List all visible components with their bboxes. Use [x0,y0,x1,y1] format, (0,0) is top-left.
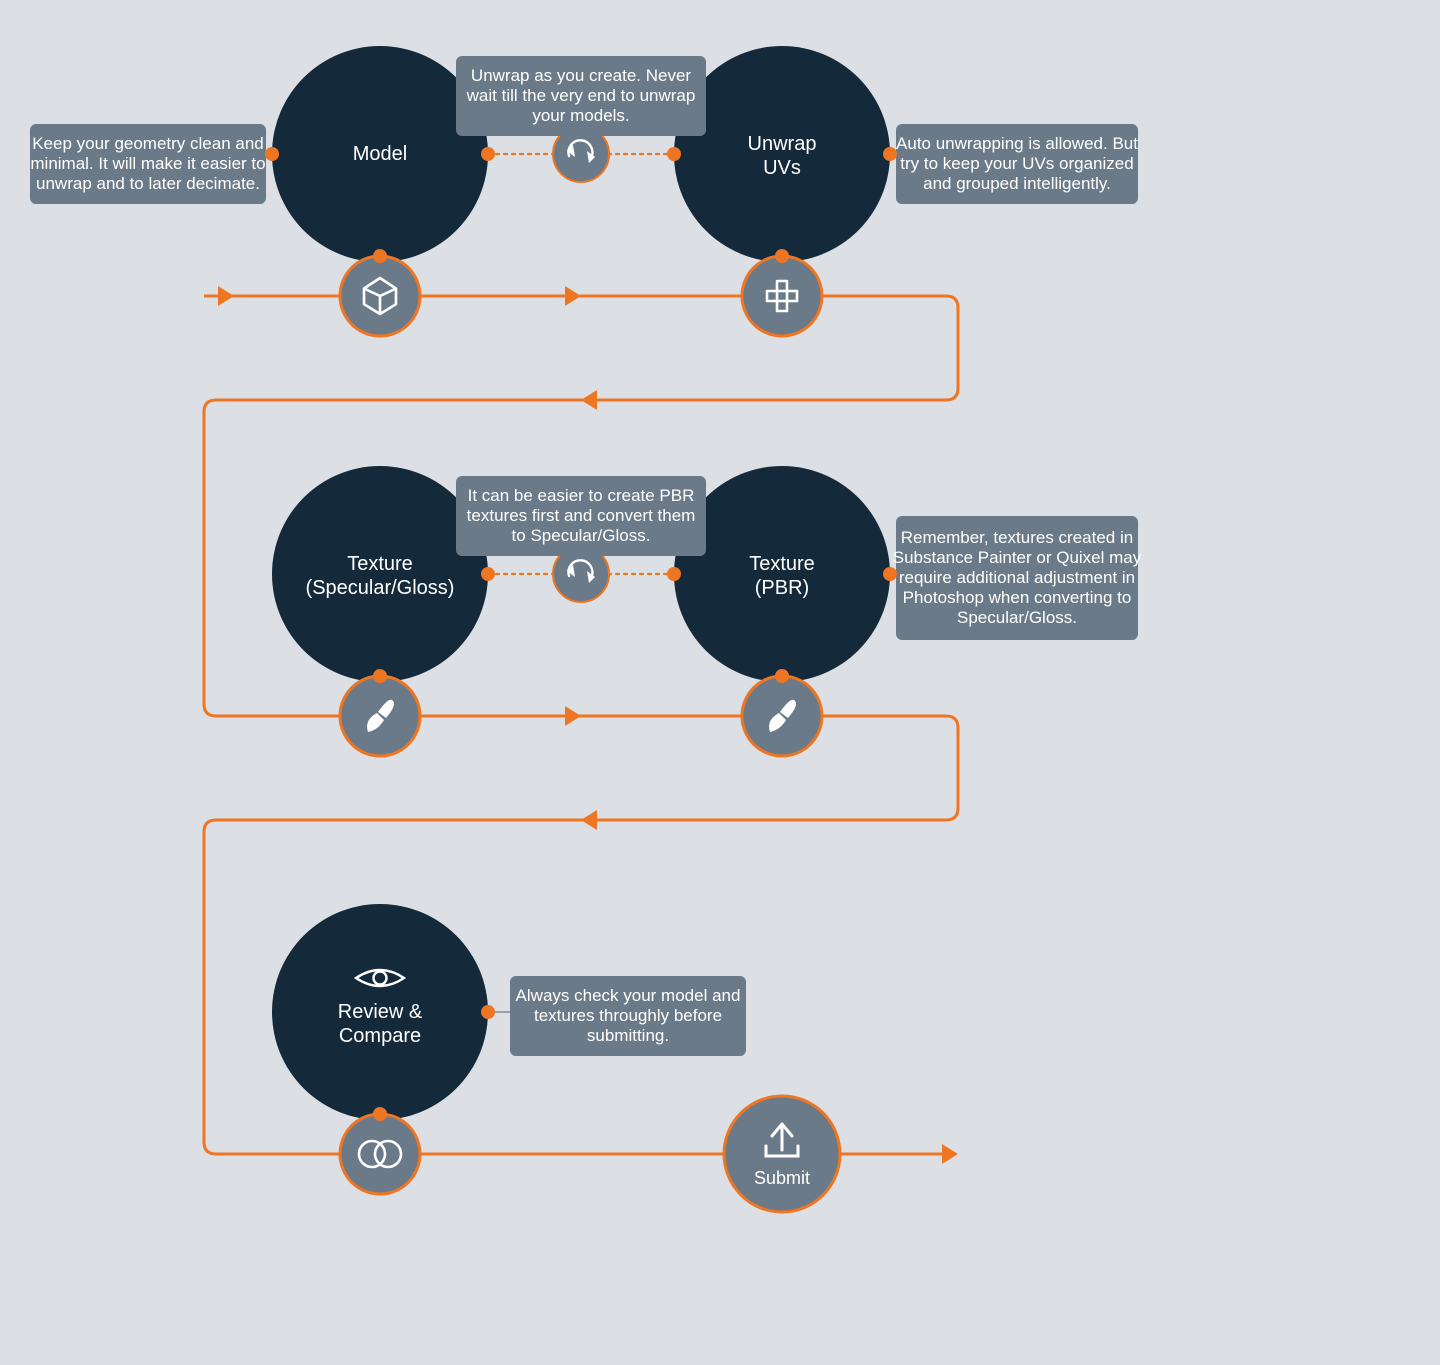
flow-arrowhead [218,286,234,306]
flow-arrowhead [942,1144,958,1164]
tooltip-pbr_tip-line: Remember, textures created in [901,528,1133,547]
node-review-label: Review & [338,1001,423,1023]
tooltip-review_tip-line: textures throughly before [534,1006,722,1025]
tooltip-pbr_tip-line: Photoshop when converting to [903,588,1132,607]
connector-dot [667,567,681,581]
tooltip-unwrap_tip-line: try to keep your UVs organized [900,154,1133,173]
connector-dot [883,147,897,161]
connector-dot [481,1005,495,1019]
node-tex_spec-label: Texture [347,553,413,575]
tooltip-model_tip-line: minimal. It will make it easier to [30,154,265,173]
node-review-label: Compare [339,1025,421,1047]
tooltip-pbr_tip-line: Substance Painter or Quixel may [893,548,1142,567]
node-unwrap-label: UVs [763,157,801,179]
tooltip-row1_top-line: your models. [532,106,629,125]
flow-arrowhead [581,810,597,830]
submit-label: Submit [754,1168,810,1188]
submit-badge: Submit [724,1096,840,1212]
tooltip-model_tip-line: unwrap and to later decimate. [36,174,260,193]
node-tex_spec: Texture(Specular/Gloss) [272,466,488,682]
tooltip-pbr_tip-line: Specular/Gloss. [957,608,1077,627]
tooltip-review_tip: Always check your model andtextures thro… [510,976,746,1056]
node-tex_spec-label: (Specular/Gloss) [306,577,455,599]
connector-dot [265,147,279,161]
connector-dot [883,567,897,581]
tooltip-review_tip-line: submitting. [587,1026,669,1045]
node-model-label: Model [353,143,407,165]
tooltip-unwrap_tip: Auto unwrapping is allowed. Buttry to ke… [896,124,1138,204]
tooltip-pbr_tip: Remember, textures created inSubstance P… [893,516,1142,640]
icon-badge-tex_pbr [742,676,822,756]
tooltip-row2_top-line: It can be easier to create PBR [468,486,695,505]
tooltip-row2_top-line: to Specular/Gloss. [512,526,651,545]
node-tex_pbr-label: Texture [749,553,815,575]
flow-arrowhead [565,706,581,726]
flow-arrowhead [581,390,597,410]
node-tex_pbr: Texture(PBR) [674,466,890,682]
flow-arrowhead [565,286,581,306]
tooltip-row2_top: It can be easier to create PBRtextures f… [456,476,706,556]
tooltip-row2_top-line: textures first and convert them [467,506,696,525]
tooltip-row1_top-line: wait till the very end to unwrap [466,86,696,105]
connector-dot [481,567,495,581]
tooltip-unwrap_tip-line: Auto unwrapping is allowed. But [896,134,1138,153]
icon-badge-unwrap [742,256,822,336]
node-unwrap-label: Unwrap [748,133,817,155]
node-review: Review &Compare [272,904,488,1120]
icon-badge-tex_spec [340,676,420,756]
node-unwrap: UnwrapUVs [674,46,890,262]
connector-dot [667,147,681,161]
tooltip-model_tip: Keep your geometry clean andminimal. It … [30,124,266,204]
node-model: Model [272,46,488,262]
icon-badge-review [340,1114,420,1194]
connector-dot [481,147,495,161]
tooltip-pbr_tip-line: require additional adjustment in [899,568,1135,587]
tooltip-row1_top: Unwrap as you create. Neverwait till the… [456,56,706,136]
tooltip-review_tip-line: Always check your model and [516,986,741,1005]
icon-badge-model [340,256,420,336]
tooltip-model_tip-line: Keep your geometry clean and [32,134,264,153]
node-tex_pbr-label: (PBR) [755,577,809,599]
tooltip-unwrap_tip-line: and grouped intelligently. [923,174,1111,193]
tooltip-row1_top-line: Unwrap as you create. Never [471,66,691,85]
